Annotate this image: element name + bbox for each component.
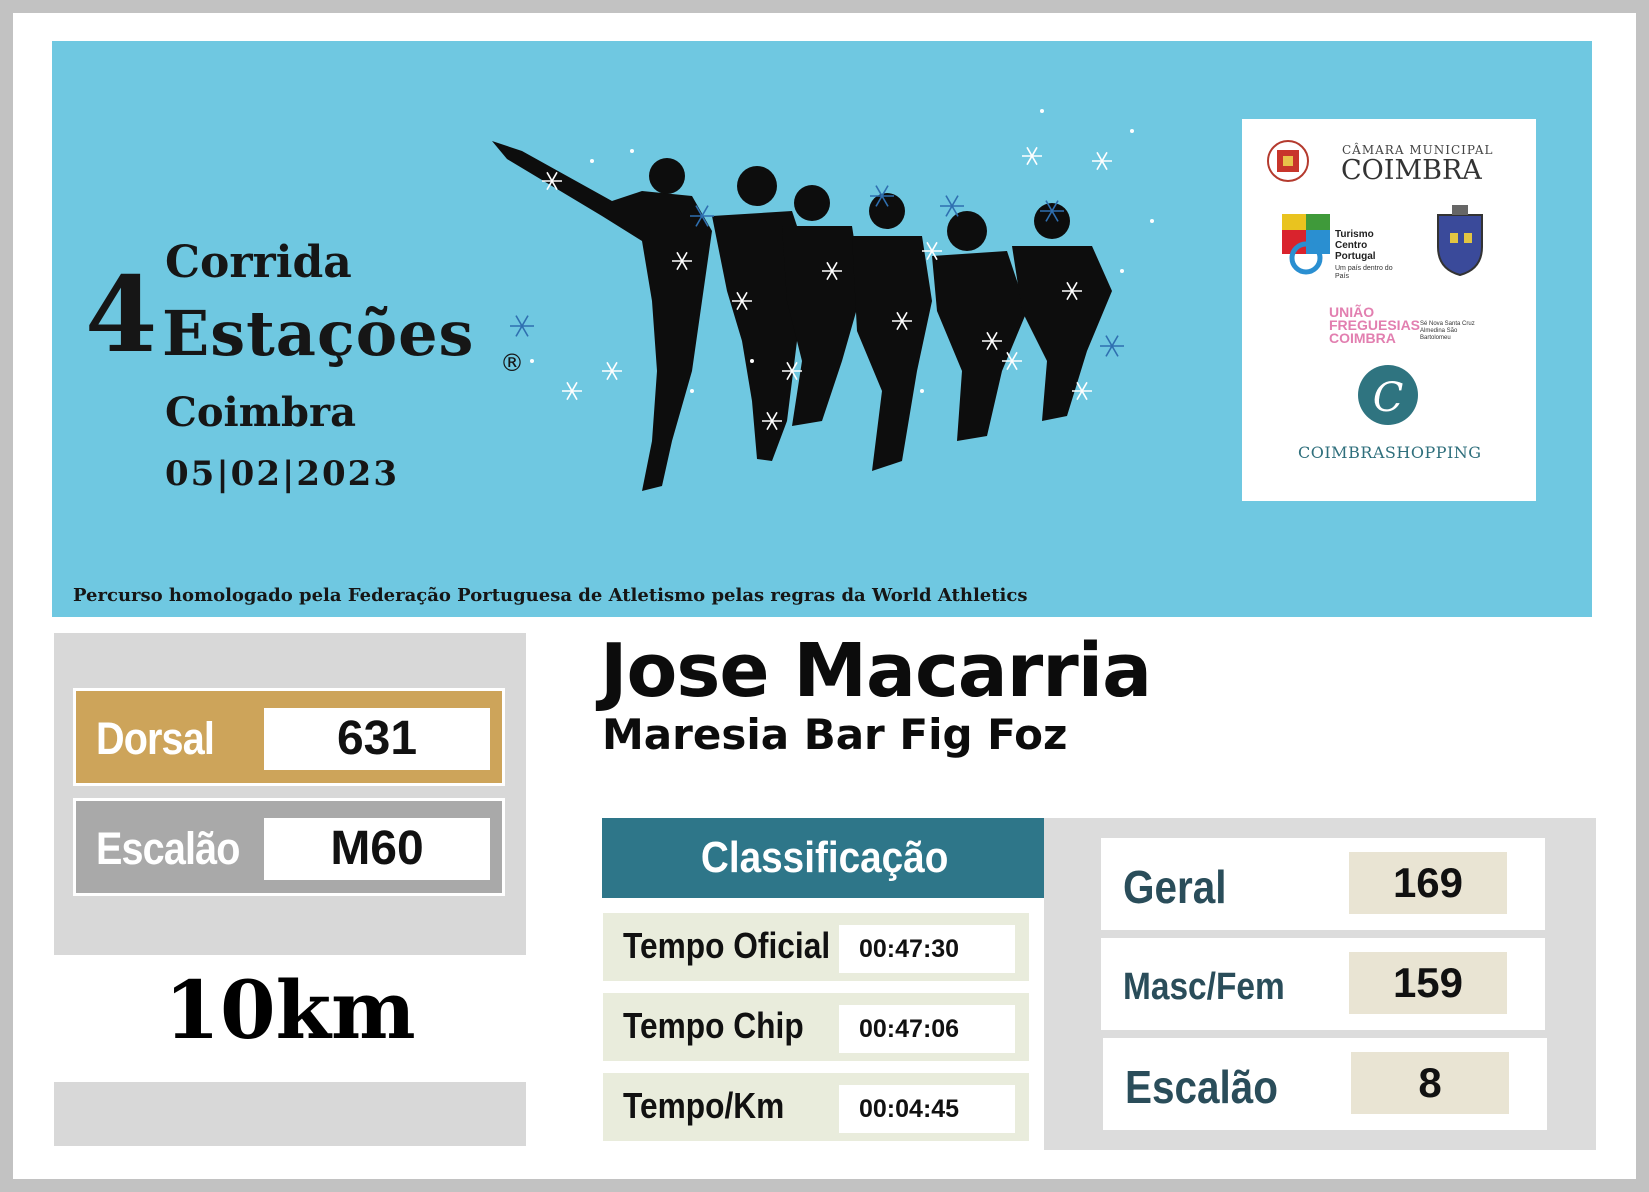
rank-label: Escalão: [1125, 1061, 1279, 1113]
rank-label: Masc/Fem: [1123, 966, 1285, 1008]
rank-row: Escalão 8: [1103, 1038, 1547, 1130]
sponsors-box: C CÂMARA MUNICIPAL COIMBRA Turismo Centr…: [1242, 119, 1536, 501]
bib-panel: [54, 633, 526, 955]
sponsor-logos-icon: C: [1267, 140, 1483, 425]
athlete-team: Maresia Bar Fig Foz: [602, 710, 1068, 759]
time-row: Tempo Chip 00:47:06: [603, 993, 1029, 1061]
rank-value: 8: [1351, 1052, 1509, 1114]
svg-text:C: C: [1373, 375, 1404, 421]
time-row: Tempo/Km 00:04:45: [603, 1073, 1029, 1141]
event-title-main: Estações: [162, 297, 475, 370]
sponsor-uniao-parishes: Sé Nova Santa Cruz Almedina São Bartolom…: [1420, 321, 1475, 341]
rank-value: 159: [1349, 952, 1507, 1014]
sponsor-shopping: COIMBRASHOPPING: [1298, 443, 1482, 462]
sponsor-uniao: UNIÃO FREGUESIAS COIMBRA: [1329, 304, 1421, 346]
runners-illustration: [492, 109, 1154, 491]
event-title-number: 4: [85, 253, 158, 376]
time-value: 00:47:06: [839, 1005, 1015, 1053]
time-value: 00:47:30: [839, 925, 1015, 973]
classification-header-label: Classificação: [701, 833, 949, 882]
event-city: Coimbra: [165, 389, 356, 436]
sponsor-camara-title: CÂMARA MUNICIPAL: [1342, 143, 1494, 157]
bib-badge: Dorsal 631: [73, 688, 505, 786]
event-title-top: Corrida: [165, 237, 352, 288]
sponsor-camara-city: COIMBRA: [1341, 155, 1482, 186]
time-label: Tempo Chip: [623, 1005, 804, 1046]
time-label: Tempo Oficial: [623, 925, 831, 966]
time-row: Tempo Oficial 00:47:30: [603, 913, 1029, 981]
rank-row: Masc/Fem 159: [1101, 938, 1545, 1030]
homologation-note: Percurso homologado pela Federação Portu…: [73, 585, 1028, 606]
runner-silhouettes-icon: [492, 141, 1112, 491]
rank-label: Geral: [1123, 861, 1227, 913]
athlete-name: Jose Macarria: [600, 628, 1152, 714]
category-value: M60: [264, 818, 490, 880]
classification-header: Classificação: [602, 818, 1048, 898]
left-bottom-bar: [54, 1082, 526, 1146]
rank-value: 169: [1349, 852, 1507, 914]
bib-label: Dorsal: [96, 713, 215, 764]
category-label: Escalão: [96, 823, 240, 874]
category-badge: Escalão M60: [73, 798, 505, 896]
event-date: 05|02|2023: [165, 454, 399, 494]
bib-number: 631: [264, 708, 490, 770]
registered-mark: ®: [500, 349, 524, 377]
time-label: Tempo/Km: [623, 1085, 785, 1126]
sponsor-turismo: Turismo Centro Portugal: [1335, 229, 1376, 262]
rank-row: Geral 169: [1101, 838, 1545, 930]
sponsor-turismo-tagline: Um país dentro do País: [1335, 265, 1393, 280]
race-distance: 10km: [164, 963, 416, 1057]
event-banner: Corrida 4 Estações ® Coimbra 05|02|2023 …: [52, 41, 1592, 617]
time-value: 00:04:45: [839, 1085, 1015, 1133]
